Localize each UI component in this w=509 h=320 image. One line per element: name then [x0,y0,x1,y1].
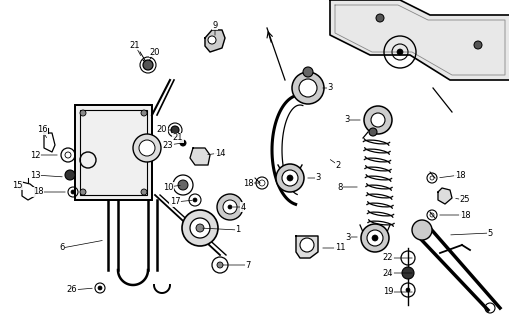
Polygon shape [205,30,224,52]
Circle shape [292,72,323,104]
Bar [75,105,152,200]
Text: 3: 3 [315,173,320,182]
Text: 20: 20 [156,125,167,134]
Text: 24: 24 [382,268,392,277]
Text: 5: 5 [487,228,492,237]
Circle shape [371,235,377,241]
Text: 22: 22 [382,253,392,262]
Bar [75,105,152,200]
Polygon shape [329,0,509,80]
Circle shape [190,218,210,238]
Text: 6: 6 [59,244,65,252]
Text: 18: 18 [33,188,43,196]
Text: 3: 3 [345,233,350,242]
Circle shape [222,200,237,214]
Text: 3: 3 [327,84,332,92]
Circle shape [143,60,153,70]
Circle shape [275,164,303,192]
Circle shape [401,267,413,279]
Circle shape [80,110,86,116]
Circle shape [65,170,75,180]
Circle shape [178,180,188,190]
Circle shape [302,67,313,77]
Circle shape [473,41,481,49]
Text: 18: 18 [242,179,253,188]
Circle shape [363,106,391,134]
Circle shape [228,205,232,209]
Text: 26: 26 [67,285,77,294]
Text: 9: 9 [212,20,217,29]
Text: 16: 16 [37,125,47,134]
Circle shape [216,194,242,220]
Text: 3: 3 [344,116,349,124]
Circle shape [366,230,382,246]
Text: 14: 14 [214,148,225,157]
Circle shape [369,128,376,136]
Text: 18: 18 [454,171,464,180]
Circle shape [298,79,317,97]
Text: 25: 25 [459,196,469,204]
Circle shape [182,210,217,246]
Circle shape [299,238,314,252]
Polygon shape [437,188,451,204]
Circle shape [375,14,383,22]
Text: 1: 1 [235,226,240,235]
Text: 23: 23 [162,140,173,149]
Circle shape [133,134,161,162]
Circle shape [180,140,186,146]
Circle shape [396,49,402,55]
Text: 7: 7 [245,260,250,269]
Text: 19: 19 [382,287,392,297]
Text: 15: 15 [12,180,22,189]
Text: 12: 12 [30,150,40,159]
Circle shape [281,170,297,186]
Circle shape [411,220,431,240]
Circle shape [287,175,293,181]
Text: 21: 21 [173,133,183,142]
Text: 20: 20 [150,47,160,57]
Circle shape [192,198,196,202]
Bar [80,110,147,195]
Text: 11: 11 [334,244,345,252]
Circle shape [370,113,384,127]
Circle shape [140,110,147,116]
Text: 4: 4 [240,203,245,212]
Circle shape [71,190,75,194]
Text: 17: 17 [169,197,180,206]
Circle shape [140,189,147,195]
Circle shape [405,288,409,292]
Polygon shape [295,236,318,258]
Circle shape [139,140,155,156]
Circle shape [98,286,102,290]
Circle shape [360,224,388,252]
Circle shape [171,126,179,134]
Circle shape [80,189,86,195]
Text: 8: 8 [336,182,342,191]
Circle shape [195,224,204,232]
Circle shape [208,36,216,44]
Text: 10: 10 [162,182,173,191]
Text: 18: 18 [459,211,469,220]
Circle shape [216,262,222,268]
Text: 13: 13 [30,171,40,180]
Text: 2: 2 [335,161,340,170]
Text: 21: 21 [129,41,140,50]
Polygon shape [190,148,210,165]
